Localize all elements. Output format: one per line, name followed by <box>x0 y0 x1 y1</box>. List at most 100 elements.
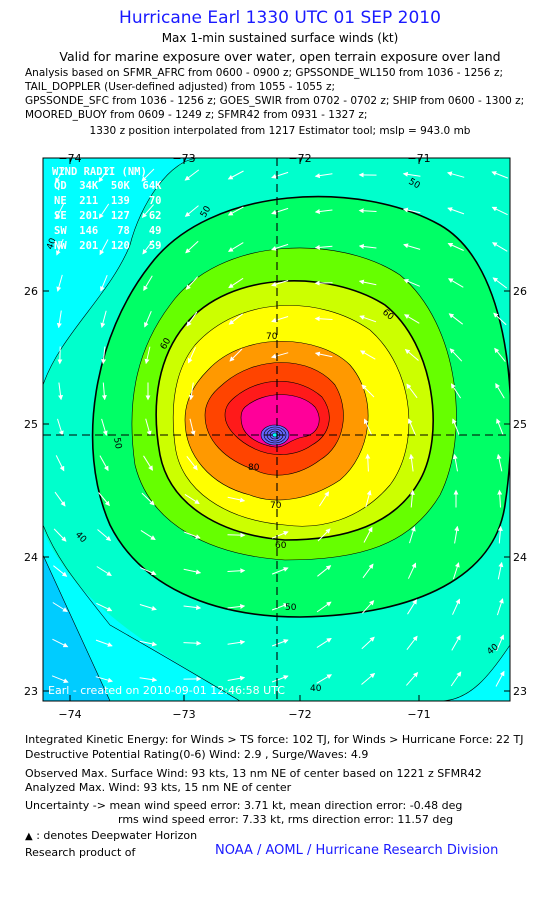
wind-arrow <box>447 242 464 251</box>
wind-arrow <box>361 384 375 398</box>
lat-tick-left: 26 <box>24 285 38 298</box>
wind-arrow <box>361 600 375 614</box>
wind-arrow <box>227 532 246 538</box>
wind-arrow <box>447 278 464 288</box>
wind-arrow <box>141 168 155 182</box>
wind-arrow <box>316 674 333 684</box>
wind-arrow <box>186 311 198 327</box>
wind-field <box>43 158 510 701</box>
wind-arrow <box>139 640 158 647</box>
wind-arrow <box>56 274 63 292</box>
lon-tick-bottom: −73 <box>172 708 195 721</box>
contour-label: 40 <box>310 684 322 694</box>
wind-arrow <box>98 492 110 507</box>
wind-arrow <box>184 169 200 181</box>
wind-arrow <box>404 348 419 361</box>
contour-label: 60 <box>275 541 287 551</box>
wind-arrow <box>56 238 64 256</box>
wind-arrow <box>493 312 507 326</box>
wind-arrow <box>141 492 155 506</box>
wind-arrow <box>314 209 333 214</box>
wind-arrow <box>271 207 289 215</box>
destructive-potential: Destructive Potential Rating(0-6) Wind: … <box>25 748 369 761</box>
wind-arrow <box>317 528 331 542</box>
uncertainty-mean: Uncertainty -> mean wind speed error: 3.… <box>25 799 463 812</box>
wind-arrow <box>496 453 503 472</box>
contour-label: 50 <box>285 603 297 613</box>
wind-arrow <box>271 171 289 179</box>
wind-arrow <box>142 239 154 255</box>
wind-arrow <box>497 489 503 508</box>
wind-arrow <box>448 313 464 325</box>
lon-tick-bottom: −74 <box>58 708 81 721</box>
wind-arrow <box>145 418 152 437</box>
wind-arrow <box>450 383 462 399</box>
wind-arrow <box>55 203 65 220</box>
wind-arrow <box>184 205 199 217</box>
wind-arrow <box>365 453 371 472</box>
wind-arrow <box>141 204 154 219</box>
wind-arrow <box>227 639 246 645</box>
wind-arrow <box>56 310 62 329</box>
wind-arrow <box>495 670 505 687</box>
position-note: 1330 z position interpolated from 1217 E… <box>89 125 471 137</box>
wind-arrow <box>101 418 108 436</box>
wind-arrow <box>183 531 201 539</box>
wind-arrow <box>403 279 420 287</box>
lat-tick-left: 23 <box>24 685 38 698</box>
wind-arrow <box>359 315 377 323</box>
lon-tick-top: −74 <box>58 152 81 165</box>
wind-arrow <box>491 206 508 216</box>
wind-arrow <box>407 599 417 615</box>
wind-arrow <box>271 280 289 287</box>
wind-arrow <box>52 638 69 648</box>
wind-arrow <box>98 167 110 183</box>
wind-arrow <box>271 639 289 647</box>
wind-arrow <box>452 453 458 472</box>
wind-arrow <box>492 277 508 289</box>
analysis-line: MOORED_BUOY from 0609 - 1249 z; SFMR42 f… <box>25 109 368 121</box>
lon-tick-top: −73 <box>172 152 195 165</box>
wind-arrow <box>407 562 417 579</box>
wind-arrow <box>271 531 289 539</box>
wind-arrow <box>51 675 69 683</box>
wind-vectors <box>51 167 509 687</box>
lat-tick-right: 26 <box>513 285 527 298</box>
wind-radii-row: NW 201 120 59 <box>54 240 161 252</box>
deepwater-legend: ▲ : denotes Deepwater Horizon <box>25 829 197 842</box>
wind-arrow <box>314 244 333 250</box>
wind-arrow <box>139 604 157 611</box>
wind-arrow <box>227 242 244 252</box>
wind-arrow <box>144 346 151 365</box>
wind-arrow <box>143 455 153 471</box>
wind-arrow <box>270 352 289 359</box>
wind-arrow <box>184 493 200 505</box>
wind-radii-columns: QD 34K 50K 64K <box>54 180 162 192</box>
wind-arrow <box>229 348 243 362</box>
wind-arrow <box>96 566 112 576</box>
wind-arrow <box>361 636 375 650</box>
noaa-credit-link[interactable]: NOAA / AOML / Hurricane Research Divisio… <box>215 843 499 858</box>
wind-arrow <box>99 455 109 472</box>
wind-arrow <box>271 316 289 323</box>
wind-radii-row: SE 201 127 62 <box>54 210 161 222</box>
lat-tick-left: 24 <box>24 551 38 564</box>
wind-arrow <box>144 311 152 328</box>
deepwater-label: : denotes Deepwater Horizon <box>36 829 198 842</box>
ike-line: Integrated Kinetic Energy: for Winds > T… <box>25 733 524 746</box>
analysis-line: Analysis based on SFMR_AFRC from 0600 - … <box>25 67 503 79</box>
lat-tick-right: 25 <box>513 418 527 431</box>
wind-arrow <box>496 418 504 436</box>
lon-tick-bottom: −71 <box>407 708 430 721</box>
wind-arrow <box>365 489 372 508</box>
contour-label: 50 <box>111 437 123 450</box>
uncertainty-rms: rms wind speed error: 7.33 kt, rms direc… <box>118 813 454 826</box>
wind-arrow <box>101 382 107 401</box>
wind-arrow <box>314 351 333 358</box>
wind-arrow <box>409 489 415 508</box>
contour-label: 80 <box>248 463 260 473</box>
wind-arrow <box>185 240 199 254</box>
wind-arrow <box>271 243 289 251</box>
wind-arrow <box>451 634 461 651</box>
wind-arrow <box>183 568 202 575</box>
